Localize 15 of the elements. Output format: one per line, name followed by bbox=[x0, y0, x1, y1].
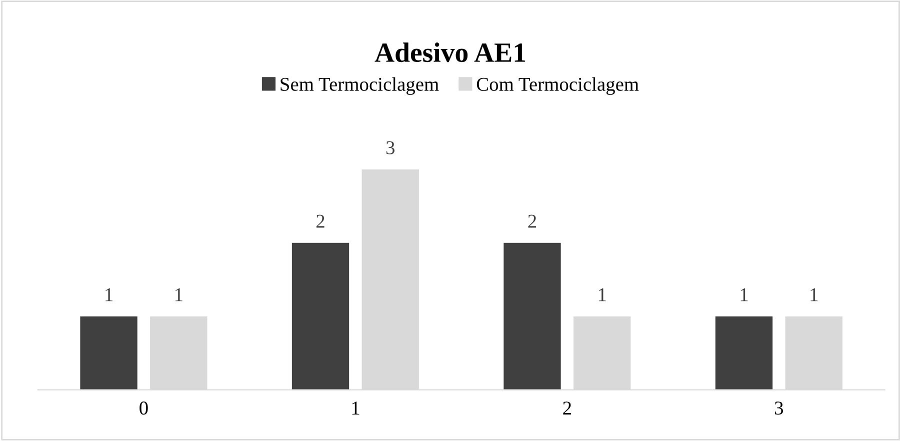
legend-label: Sem Termociclagem bbox=[280, 77, 439, 95]
x-tick-label: 1 bbox=[352, 402, 360, 414]
data-label: 2 bbox=[528, 214, 536, 228]
x-tick-label: 2 bbox=[563, 402, 571, 414]
legend-label: Com Termociclagem bbox=[476, 77, 639, 95]
data-label: 1 bbox=[175, 288, 182, 302]
chart-title: Adesivo AE1 bbox=[374, 42, 526, 62]
data-label: 1 bbox=[106, 288, 112, 302]
x-tick-label: 0 bbox=[140, 402, 148, 415]
data-label: 3 bbox=[386, 141, 394, 154]
x-tick-label: 3 bbox=[774, 402, 784, 415]
data-label: 1 bbox=[810, 288, 818, 302]
data-label: 2 bbox=[316, 214, 324, 228]
data-label: 1 bbox=[740, 288, 748, 302]
data-label: 1 bbox=[598, 288, 606, 302]
